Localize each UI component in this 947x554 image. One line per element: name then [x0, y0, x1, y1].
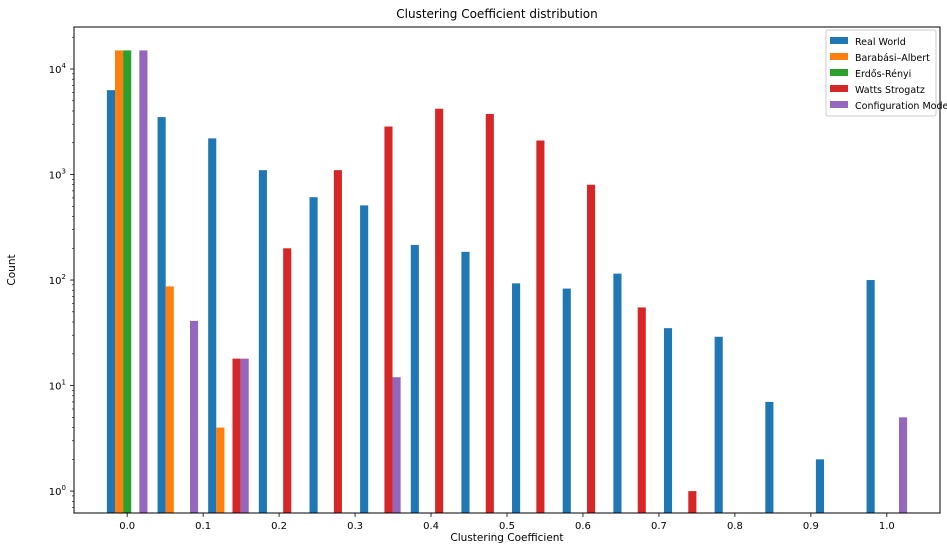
bar-real-world — [562, 288, 571, 513]
bar-real-world — [663, 328, 673, 513]
bar-barab-si-albert — [216, 427, 225, 513]
bar-real-world — [410, 244, 419, 513]
bar-real-world — [815, 459, 824, 513]
bar-real-world — [157, 117, 166, 513]
bar-real-world — [512, 283, 521, 513]
bar-configuration-model — [392, 377, 401, 513]
x-axis: 0.0 0.1 0.2 0.3 0.4 0.5 0.6 0.7 0.8 0.9 1.0 — [119, 513, 895, 532]
x-tick-label: 0.9 — [803, 521, 819, 532]
x-tick-label: 0.8 — [727, 521, 743, 532]
bar-real-world — [714, 336, 723, 513]
y-axis: 100 101 102 103 104 — [49, 36, 74, 508]
x-tick-label: 0.7 — [651, 521, 667, 532]
bar-real-world — [106, 90, 116, 514]
legend-frame — [825, 29, 937, 117]
bar-watts-strogatz — [384, 126, 393, 514]
bar-real-world — [765, 401, 774, 513]
bars-layer — [106, 50, 908, 514]
bar-watts-strogatz — [333, 170, 342, 513]
bar-real-world — [309, 197, 318, 514]
bar-configuration-model — [190, 320, 199, 513]
x-tick-label: 0.6 — [575, 521, 591, 532]
legend-swatch — [830, 53, 848, 60]
x-tick-label: 0.5 — [499, 521, 515, 532]
bar-real-world — [360, 205, 369, 513]
bar-barab-si-albert — [115, 50, 124, 513]
bar-real-world — [258, 170, 267, 513]
bar-watts-strogatz — [688, 491, 697, 513]
legend-swatch — [830, 37, 848, 44]
bar-watts-strogatz — [587, 184, 596, 514]
bar-watts-strogatz — [485, 113, 494, 513]
bar-real-world — [208, 138, 217, 513]
x-tick-label: 0.3 — [347, 521, 363, 532]
legend-swatch — [830, 69, 848, 76]
y-tick-label: 104 — [49, 62, 67, 76]
y-axis-label: Count — [6, 254, 18, 285]
bar-watts-strogatz — [283, 248, 292, 513]
bar-real-world — [613, 273, 622, 513]
y-tick-label: 101 — [49, 379, 66, 393]
x-axis-label: Clustering Coefficient — [450, 532, 563, 544]
bar-watts-strogatz — [637, 307, 646, 513]
bar-real-world — [866, 280, 875, 513]
y-tick-label: 100 — [49, 484, 66, 498]
legend-label: Configuration Model — [855, 101, 947, 112]
x-tick-label: 0.4 — [423, 521, 439, 532]
bar-barab-si-albert — [165, 286, 174, 513]
legend-swatch — [830, 101, 848, 108]
legend-swatch — [830, 85, 848, 92]
bar-watts-strogatz — [536, 140, 545, 513]
bar-real-world — [461, 251, 470, 513]
x-tick-label: 0.2 — [271, 521, 287, 532]
bar-watts-strogatz — [435, 108, 444, 513]
x-tick-label: 0.0 — [119, 521, 135, 532]
chart-title: Clustering Coefficient distribution — [396, 7, 598, 21]
legend-label: Watts Strogatz — [855, 85, 925, 96]
legend-label: Erdős-Rényi — [855, 69, 911, 80]
x-tick-label: 1.0 — [879, 521, 895, 532]
x-tick-label: 0.1 — [195, 521, 211, 532]
y-tick-label: 102 — [49, 273, 66, 287]
bar-configuration-model — [240, 358, 249, 513]
bar-configuration-model — [139, 50, 148, 513]
y-tick-label: 103 — [49, 168, 66, 182]
bar-configuration-model — [898, 417, 908, 513]
bar-erd-s-r-nyi — [123, 50, 132, 513]
legend-label: Real World — [855, 37, 906, 48]
legend-label: Barabási–Albert — [855, 53, 930, 64]
legend: Real World Barabási–Albert Erdős-Rényi Watt… — [825, 29, 947, 117]
bar-watts-strogatz — [232, 358, 241, 513]
